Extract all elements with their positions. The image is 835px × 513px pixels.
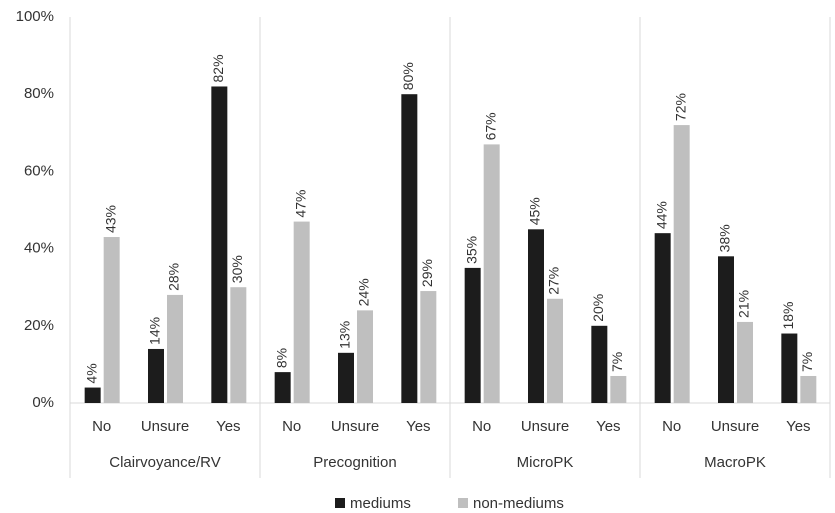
x-tick-label: Yes	[406, 418, 430, 435]
group-label: MicroPK	[517, 454, 574, 471]
x-tick-label: Unsure	[521, 418, 569, 435]
bar	[420, 291, 437, 403]
y-tick-label: 100%	[16, 8, 54, 25]
bar	[84, 387, 101, 403]
value-label: 8%	[273, 348, 289, 368]
group-label: Precognition	[313, 454, 396, 471]
bar	[591, 325, 608, 403]
value-label: 67%	[482, 112, 498, 140]
value-label: 14%	[147, 317, 163, 345]
x-tick-label: Yes	[786, 418, 810, 435]
value-label: 30%	[229, 255, 245, 283]
x-tick-label: Unsure	[331, 418, 379, 435]
legend-label: mediums	[350, 495, 411, 512]
x-tick-label: No	[662, 418, 681, 435]
bar	[483, 144, 500, 403]
bar	[673, 125, 690, 403]
y-tick-label: 40%	[24, 240, 54, 257]
y-tick-label: 60%	[24, 162, 54, 179]
x-tick-label: No	[282, 418, 301, 435]
value-label: 80%	[400, 62, 416, 90]
value-label: 45%	[527, 197, 543, 225]
bar	[167, 294, 183, 403]
value-label: 24%	[356, 278, 372, 306]
value-label: 21%	[736, 290, 752, 318]
value-label: 4%	[83, 363, 99, 383]
group-label: MacroPK	[704, 454, 766, 471]
value-label: 44%	[653, 201, 669, 229]
value-label: 43%	[102, 205, 118, 233]
x-tick-label: Unsure	[141, 418, 189, 435]
bar	[230, 287, 247, 403]
value-label: 18%	[780, 301, 796, 329]
bar	[148, 348, 164, 403]
bar	[103, 237, 120, 403]
group-label: Clairvoyance/RV	[109, 454, 220, 471]
legend-swatch	[335, 498, 345, 508]
value-label: 7%	[799, 352, 815, 372]
bar	[338, 352, 354, 403]
value-label: 20%	[590, 294, 606, 322]
y-tick-label: 20%	[24, 317, 54, 334]
x-tick-label: No	[472, 418, 491, 435]
bar	[211, 86, 228, 403]
bar	[800, 375, 817, 403]
bar	[547, 298, 563, 403]
bar	[357, 310, 373, 403]
value-label: 29%	[419, 259, 435, 287]
value-label: 27%	[546, 267, 562, 295]
value-label: 72%	[672, 93, 688, 121]
x-tick-label: Yes	[596, 418, 620, 435]
bar	[781, 333, 798, 403]
bar	[718, 256, 734, 403]
x-tick-label: Yes	[216, 418, 240, 435]
bar	[293, 221, 310, 403]
value-label: 35%	[463, 236, 479, 264]
value-label: 13%	[337, 321, 353, 349]
bar	[654, 233, 671, 403]
bar	[464, 267, 481, 403]
legend-label: non-mediums	[473, 495, 564, 512]
value-label: 38%	[717, 224, 733, 252]
bar	[737, 321, 753, 403]
bar	[528, 229, 544, 403]
value-label: 47%	[292, 190, 308, 218]
y-tick-label: 80%	[24, 85, 54, 102]
bar	[401, 94, 418, 403]
value-label: 28%	[166, 263, 182, 291]
value-label: 7%	[609, 352, 625, 372]
value-label: 82%	[210, 54, 226, 82]
bar	[274, 372, 291, 403]
bar	[610, 375, 627, 403]
x-tick-label: Unsure	[711, 418, 759, 435]
y-tick-label: 0%	[32, 394, 54, 411]
legend-swatch	[458, 498, 468, 508]
x-tick-label: No	[92, 418, 111, 435]
